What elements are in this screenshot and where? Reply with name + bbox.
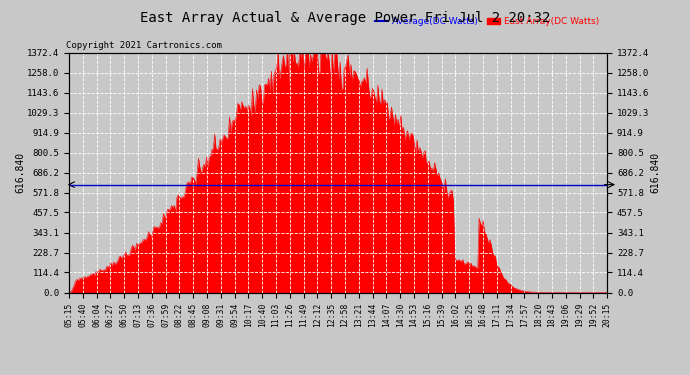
Text: East Array Actual & Average Power Fri Jul 2 20:32: East Array Actual & Average Power Fri Ju… <box>140 11 550 25</box>
Y-axis label: 616.840: 616.840 <box>651 152 660 193</box>
Legend: Average(DC Watts), East Array(DC Watts): Average(DC Watts), East Array(DC Watts) <box>371 14 602 30</box>
Y-axis label: 616.840: 616.840 <box>16 152 26 193</box>
Text: Copyright 2021 Cartronics.com: Copyright 2021 Cartronics.com <box>66 41 221 50</box>
